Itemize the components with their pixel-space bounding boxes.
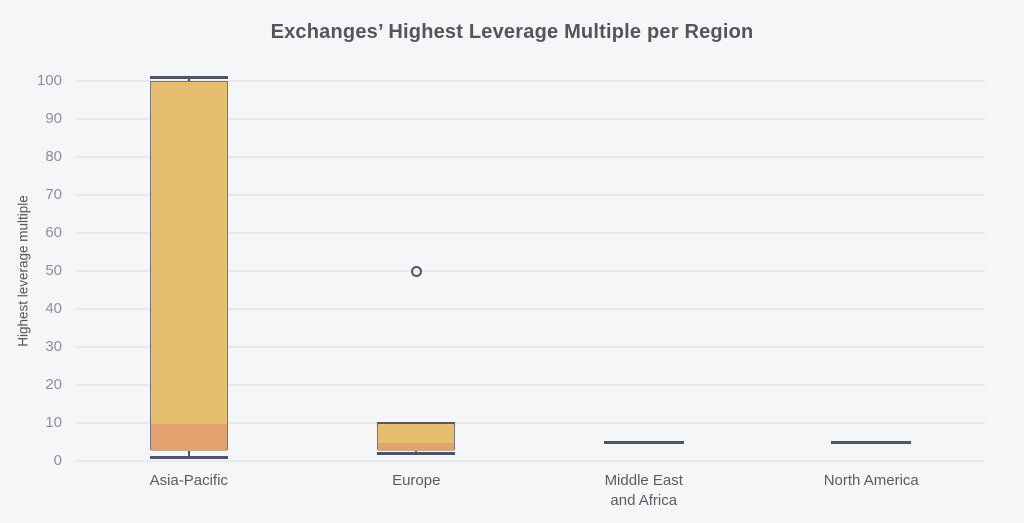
y-tick-label: 50 <box>45 262 62 279</box>
whisker-cap-min-europe <box>377 451 456 455</box>
y-tick-label: 90 <box>45 110 62 127</box>
y-tick-label: 0 <box>53 452 62 469</box>
gridline <box>75 118 985 120</box>
gridline <box>75 232 985 234</box>
y-tick-label: 40 <box>45 300 62 317</box>
y-tick-label: 30 <box>45 338 62 355</box>
box-lower-half-europe <box>378 443 455 451</box>
gridline <box>75 384 985 386</box>
box-asia-pacific <box>149 81 228 451</box>
gridline <box>75 460 985 462</box>
gridline <box>75 156 985 158</box>
whisker-line-lower-asia-pacific <box>187 449 190 458</box>
gridline <box>75 80 985 82</box>
boxplot-flat-line-middle-east-and-africa <box>603 440 684 444</box>
category-label-north-america: North America <box>823 472 919 489</box>
outlier-point-europe <box>410 265 422 277</box>
box-upper-half-asia-pacific <box>150 82 227 424</box>
boxplot-flat-line-north-america <box>831 440 912 444</box>
chart-title: Exchanges’ Highest Leverage Multiple per… <box>270 21 754 43</box>
y-tick-label: 60 <box>45 224 62 241</box>
gridline <box>75 194 985 196</box>
category-label-europe: Europe <box>392 472 441 489</box>
box-europe <box>377 423 456 451</box>
whisker-cap-min-asia-pacific <box>149 455 228 459</box>
y-tick-label: 20 <box>45 376 62 393</box>
whisker-line-upper-asia-pacific <box>187 77 190 81</box>
gridline <box>75 270 985 272</box>
gridline <box>75 346 985 348</box>
y-tick-label: 10 <box>45 414 62 431</box>
y-tick-label: 70 <box>45 186 62 203</box>
y-tick-label: 80 <box>45 148 62 165</box>
category-label-middle-east-and-africa: Middle East and Africa <box>604 472 683 509</box>
y-tick-label: 100 <box>36 72 62 89</box>
box-lower-half-asia-pacific <box>150 424 227 451</box>
whisker-line-lower-europe <box>415 449 418 454</box>
box-upper-half-europe <box>378 424 455 443</box>
whisker-cap-max-asia-pacific <box>149 75 228 79</box>
gridline <box>75 422 985 424</box>
category-label-asia-pacific: Asia-Pacific <box>149 472 228 489</box>
gridline <box>75 308 985 310</box>
